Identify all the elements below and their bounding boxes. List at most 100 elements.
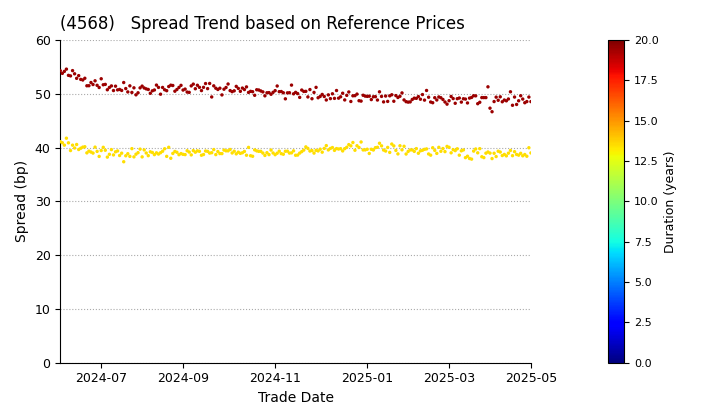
Y-axis label: Duration (years): Duration (years)	[665, 150, 678, 253]
Point	[341, 92, 353, 99]
Point	[67, 142, 78, 149]
Point	[490, 94, 502, 100]
Point	[310, 84, 322, 91]
Point	[214, 85, 225, 92]
Point	[204, 80, 215, 87]
Point	[239, 148, 251, 155]
Point	[243, 144, 254, 151]
Point	[159, 87, 171, 93]
Point	[498, 151, 510, 158]
Point	[96, 147, 107, 154]
Point	[163, 144, 174, 151]
Point	[459, 96, 471, 102]
Point	[147, 87, 158, 94]
Point	[509, 148, 521, 155]
Point	[402, 148, 414, 155]
Point	[126, 145, 138, 152]
Point	[247, 88, 258, 95]
Point	[192, 147, 203, 154]
Point	[458, 147, 469, 153]
Point	[79, 75, 91, 81]
Point	[202, 85, 213, 92]
Point	[189, 85, 201, 92]
Point	[511, 101, 523, 108]
Point	[57, 139, 68, 146]
Point	[480, 94, 492, 101]
Point	[444, 97, 455, 104]
Point	[429, 147, 441, 154]
Point	[148, 151, 160, 158]
Point	[300, 144, 312, 150]
Point	[143, 86, 154, 93]
Point	[337, 90, 348, 97]
Point	[175, 150, 186, 157]
Point	[456, 99, 467, 105]
Point	[415, 147, 426, 154]
Point	[94, 84, 105, 91]
Point	[124, 153, 135, 160]
Point	[369, 93, 381, 100]
Point	[435, 94, 446, 101]
Point	[202, 148, 213, 155]
Point	[84, 82, 95, 89]
Point	[210, 85, 222, 92]
Point	[77, 144, 89, 150]
Point	[368, 93, 379, 100]
Point	[423, 151, 434, 158]
Point	[165, 155, 176, 162]
Point	[485, 105, 496, 112]
Point	[396, 147, 408, 153]
Point	[153, 84, 164, 91]
Point	[116, 87, 127, 94]
Point	[347, 139, 359, 146]
Point	[419, 146, 431, 153]
Point	[396, 89, 408, 96]
Point	[474, 99, 485, 106]
Point	[99, 147, 111, 154]
Point	[386, 141, 397, 147]
Point	[150, 82, 162, 89]
Point	[196, 87, 207, 94]
Point	[157, 148, 168, 155]
Point	[372, 97, 383, 103]
Point	[366, 146, 377, 152]
Point	[136, 83, 148, 89]
Point	[196, 152, 207, 159]
Point	[447, 146, 459, 153]
Text: (4568)   Spread Trend based on Reference Prices: (4568) Spread Trend based on Reference P…	[60, 15, 465, 33]
Point	[478, 154, 490, 161]
Point	[351, 142, 363, 149]
Point	[392, 94, 404, 101]
Point	[243, 89, 254, 96]
Point	[382, 144, 393, 151]
Point	[427, 144, 438, 151]
Point	[294, 150, 305, 157]
Point	[519, 100, 531, 106]
Point	[286, 82, 297, 89]
Point	[464, 155, 475, 162]
Point	[135, 146, 146, 152]
Point	[104, 151, 115, 158]
Point	[245, 88, 256, 95]
Point	[186, 82, 197, 89]
Point	[267, 89, 279, 96]
Point	[130, 92, 142, 98]
Point	[505, 147, 516, 154]
Point	[431, 150, 443, 157]
Point	[169, 148, 181, 155]
Point	[294, 94, 305, 101]
Point	[222, 147, 234, 154]
Point	[138, 84, 150, 91]
Point	[184, 89, 195, 96]
Point	[480, 150, 492, 157]
Point	[492, 97, 504, 104]
Point	[161, 153, 173, 160]
Point	[400, 151, 412, 158]
Point	[333, 95, 344, 102]
Point	[390, 147, 402, 154]
Point	[102, 87, 113, 93]
Point	[330, 145, 342, 152]
Point	[451, 145, 463, 152]
Point	[395, 142, 406, 149]
Point	[109, 149, 121, 155]
